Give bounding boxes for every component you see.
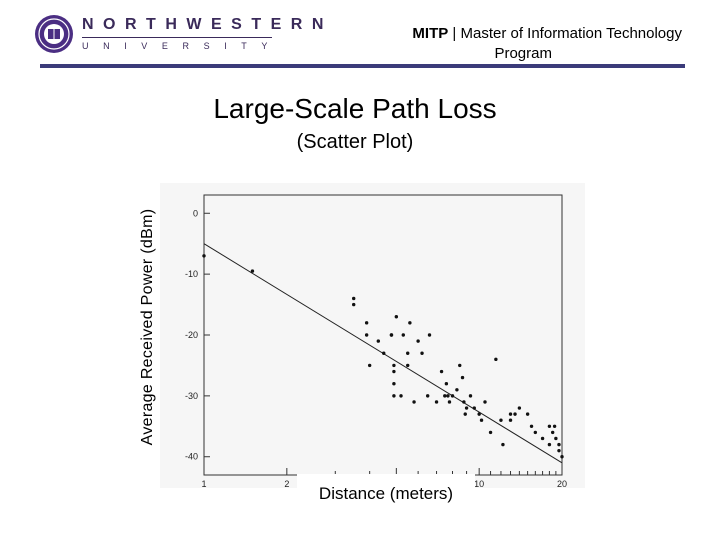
logo-wordmark: NORTHWESTERN <box>82 16 333 33</box>
data-point <box>408 321 412 325</box>
data-point <box>420 351 424 355</box>
data-point <box>552 424 557 429</box>
data-point <box>352 302 356 307</box>
x-axis-label-box: Distance (meters) <box>297 474 475 514</box>
data-point <box>439 369 444 374</box>
program-separator: | <box>448 25 461 42</box>
data-point <box>499 418 503 422</box>
y-tick-label: -40 <box>185 452 198 462</box>
slide-title: Large-Scale Path Loss <box>213 93 497 124</box>
data-point <box>533 430 538 435</box>
data-point <box>367 363 372 368</box>
data-point <box>392 369 396 374</box>
header-divider <box>40 64 685 68</box>
y-tick-label: -10 <box>185 269 198 279</box>
data-point <box>389 333 394 337</box>
data-point <box>427 333 432 337</box>
y-tick-label: -20 <box>185 330 198 340</box>
data-point <box>540 436 545 441</box>
data-point <box>525 412 530 416</box>
data-point <box>394 315 399 319</box>
x-tick-label: 20 <box>557 479 567 488</box>
y-tick-label: -30 <box>185 391 198 401</box>
data-point <box>462 400 466 404</box>
data-point <box>364 321 369 325</box>
data-point <box>406 351 410 355</box>
data-point <box>557 442 561 447</box>
data-point <box>455 388 459 392</box>
data-point <box>529 424 534 429</box>
data-point <box>508 412 513 416</box>
data-point <box>513 412 517 416</box>
program-abbrev: MITP <box>412 25 449 42</box>
slide-subtitle: (Scatter Plot) <box>296 131 414 153</box>
x-tick-label: 10 <box>474 479 484 488</box>
university-logo: NORTHWESTERN UNIVERSITY <box>34 14 323 60</box>
data-point <box>464 406 469 410</box>
data-point <box>488 430 493 435</box>
data-point <box>460 375 465 380</box>
data-point <box>382 351 386 355</box>
data-point <box>554 436 558 441</box>
data-point <box>250 269 255 273</box>
y-tick-label: 0 <box>193 208 198 218</box>
x-tick-label: 2 <box>284 479 289 488</box>
program-name: MITP | Master of Information Technology … <box>342 24 682 64</box>
data-point <box>550 430 555 435</box>
data-point <box>557 448 561 453</box>
data-point <box>352 296 356 301</box>
data-point <box>399 394 403 398</box>
data-point <box>450 394 455 398</box>
data-point <box>376 339 381 343</box>
data-point <box>392 363 396 368</box>
data-point <box>434 400 439 404</box>
program-name-line2: Program <box>494 45 552 62</box>
data-point <box>446 394 450 398</box>
data-point <box>547 442 552 447</box>
data-point <box>483 400 487 404</box>
data-point <box>494 357 498 362</box>
data-point <box>392 381 396 386</box>
x-axis-label: Distance (meters) <box>318 484 454 503</box>
data-point <box>447 400 452 404</box>
logo-subword: UNIVERSITY <box>82 41 283 51</box>
data-point <box>406 363 410 368</box>
data-point <box>517 406 522 410</box>
data-point <box>463 412 467 416</box>
data-point <box>412 400 416 404</box>
university-seal-icon <box>35 15 73 53</box>
data-point <box>479 418 484 422</box>
data-point <box>547 424 552 429</box>
y-axis-label: Average Received Power (dBm) <box>139 208 156 446</box>
plot-image-background <box>160 183 585 488</box>
data-point <box>202 254 206 258</box>
data-point <box>364 333 369 337</box>
data-point <box>501 442 505 447</box>
data-point <box>392 394 396 398</box>
data-point <box>444 381 449 386</box>
data-point <box>401 333 405 337</box>
program-name-line1: Master of Information Technology <box>460 25 682 42</box>
data-point <box>425 394 430 398</box>
x-tick-label: 1 <box>201 479 206 488</box>
data-point <box>416 339 420 343</box>
data-point <box>458 363 462 368</box>
data-point <box>560 455 564 459</box>
data-point <box>472 406 476 410</box>
data-point <box>468 394 473 398</box>
data-point <box>443 394 447 398</box>
scatter-plot: 0-10-20-30-40 1251020 <box>160 183 585 488</box>
data-point <box>477 412 481 416</box>
data-point <box>508 418 513 422</box>
logo-rule <box>82 37 272 38</box>
